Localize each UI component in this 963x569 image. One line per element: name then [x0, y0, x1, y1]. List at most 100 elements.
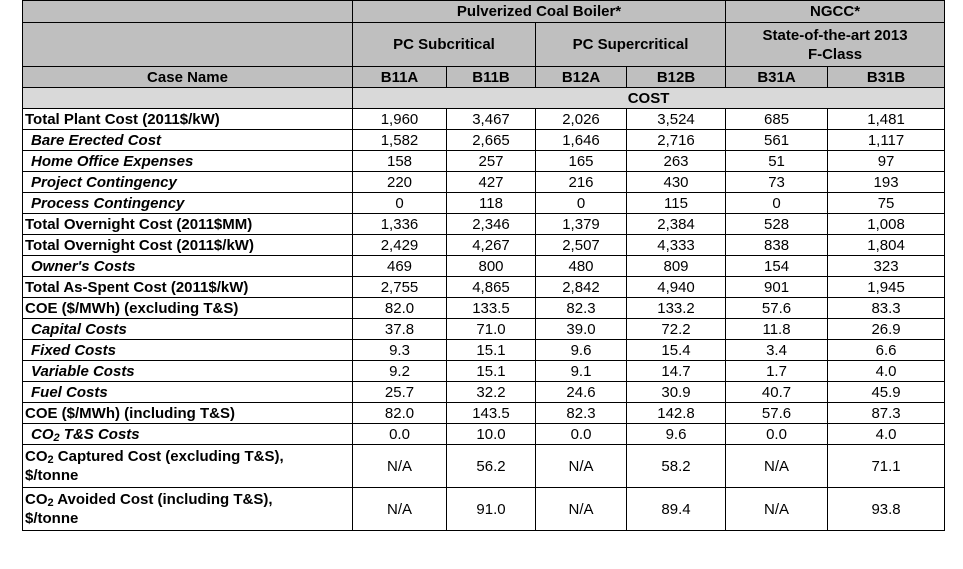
table-row: Capital Costs 37.8 71.0 39.0 72.2 11.8 26.9	[22, 318, 946, 340]
table-row: CO2 T&S Costs 0.0 10.0 0.0 9.6 0.0 4.0	[22, 423, 946, 445]
value-cell: 83.3	[827, 297, 946, 319]
row-label: COE ($/MWh) (excluding T&S)	[22, 297, 353, 319]
value-cell: 2,026	[535, 108, 627, 130]
value-cell: N/A	[725, 487, 829, 531]
row-label-line2: $/tonne	[25, 467, 79, 484]
value-cell: 37.8	[352, 318, 447, 340]
value-cell: 45.9	[827, 381, 946, 403]
value-cell: 165	[535, 150, 627, 172]
value-cell: N/A	[535, 487, 627, 531]
value-cell: 39.0	[535, 318, 627, 340]
value-cell: 1,960	[352, 108, 447, 130]
value-cell: 82.0	[352, 402, 447, 424]
value-cell: 216	[535, 171, 627, 193]
row-label: Fuel Costs	[22, 381, 353, 403]
row-label-suffix: T&S Costs	[59, 425, 140, 443]
row-label: Bare Erected Cost	[22, 129, 353, 151]
cost-comparison-table: Pulverized Coal Boiler* NGCC* PC Subcrit…	[22, 0, 946, 531]
value-cell: 1,582	[352, 129, 447, 151]
value-cell: 3,524	[625, 108, 727, 130]
subheader-ngcc-line2: F-Class	[807, 45, 863, 63]
row-label-subscript: 2	[47, 497, 54, 509]
value-cell: 528	[725, 213, 829, 235]
value-cell: 87.3	[827, 402, 946, 424]
row-label: Capital Costs	[22, 318, 353, 340]
value-cell: 2,507	[535, 234, 627, 256]
group-header-pulverized-coal: Pulverized Coal Boiler*	[351, 0, 727, 23]
value-cell: 51	[725, 150, 829, 172]
row-label-suffix: Avoided Cost (including T&S),	[53, 491, 273, 508]
value-cell: 4.0	[827, 423, 946, 445]
value-cell: 1,379	[535, 213, 627, 235]
value-cell: 685	[725, 108, 829, 130]
value-cell: 1,117	[827, 129, 946, 151]
value-cell: 469	[352, 255, 447, 277]
value-cell: N/A	[725, 444, 829, 488]
value-cell: 427	[446, 171, 536, 193]
case-header-b11a: B11A	[352, 66, 447, 88]
cost-table-container: Pulverized Coal Boiler* NGCC* PC Subcrit…	[22, 0, 946, 531]
row-label: COE ($/MWh) (including T&S)	[22, 402, 353, 424]
value-cell: 4,267	[446, 234, 536, 256]
value-cell: 2,665	[446, 129, 536, 151]
value-cell: 97	[827, 150, 946, 172]
value-cell: 143.5	[446, 402, 536, 424]
row-label: Owner's Costs	[22, 255, 353, 277]
value-cell: 2,346	[446, 213, 536, 235]
value-cell: 6.6	[827, 339, 946, 361]
value-cell: 91.0	[446, 487, 536, 531]
value-cell: 82.0	[352, 297, 447, 319]
value-cell: 118	[446, 192, 536, 214]
case-header-b12a: B12A	[535, 66, 627, 88]
table-row: Project Contingency 220 427 216 430 73 193	[22, 171, 946, 193]
value-cell: 30.9	[625, 381, 727, 403]
value-cell: 2,716	[625, 129, 727, 151]
value-cell: 15.1	[446, 360, 536, 382]
value-cell: 2,429	[352, 234, 447, 256]
value-cell: N/A	[352, 487, 447, 531]
value-cell: 133.2	[625, 297, 727, 319]
value-cell: 800	[446, 255, 536, 277]
row-label-line2: $/tonne	[25, 510, 79, 527]
value-cell: 11.8	[725, 318, 829, 340]
table-row: Home Office Expenses 158 257 165 263 51 97	[22, 150, 946, 172]
row-label: Variable Costs	[22, 360, 353, 382]
value-cell: 1,336	[352, 213, 447, 235]
value-cell: 93.8	[827, 487, 946, 531]
value-cell: 4.0	[827, 360, 946, 382]
case-header-b31b: B31B	[827, 66, 946, 88]
value-cell: 1,945	[827, 276, 946, 298]
value-cell: 2,842	[535, 276, 627, 298]
table-row: Total Plant Cost (2011$/kW) 1,960 3,467 2,0…	[22, 108, 946, 130]
value-cell: 57.6	[725, 297, 829, 319]
subheader-ngcc-fclass: State-of-the-art 2013 F-Class	[725, 22, 946, 67]
value-cell: 0	[535, 192, 627, 214]
value-cell: 57.6	[725, 402, 829, 424]
value-cell: 561	[725, 129, 829, 151]
value-cell: 25.7	[352, 381, 447, 403]
value-cell: 838	[725, 234, 829, 256]
row-label: Home Office Expenses	[22, 150, 353, 172]
table-row: Total Overnight Cost (2011$/kW) 2,429 4,26…	[22, 234, 946, 256]
table-row: Fixed Costs 9.3 15.1 9.6 15.4 3.4 6.6	[22, 339, 946, 361]
value-cell: 2,755	[352, 276, 447, 298]
value-cell: 40.7	[725, 381, 829, 403]
value-cell: 901	[725, 276, 829, 298]
value-cell: 115	[625, 192, 727, 214]
value-cell: 263	[625, 150, 727, 172]
row-label: Process Contingency	[22, 192, 353, 214]
value-cell: 1.7	[725, 360, 829, 382]
row-label-subscript: 2	[53, 431, 60, 444]
value-cell: 82.3	[535, 402, 627, 424]
case-name-header: Case Name	[22, 66, 353, 88]
value-cell: N/A	[535, 444, 627, 488]
value-cell: 75	[827, 192, 946, 214]
table-row: COE ($/MWh) (excluding T&S) 82.0 133.5 82.3…	[22, 297, 946, 319]
value-cell: 809	[625, 255, 727, 277]
value-cell: 4,940	[625, 276, 727, 298]
value-cell: 89.4	[625, 487, 727, 531]
value-cell: 9.3	[352, 339, 447, 361]
value-cell: 0	[352, 192, 447, 214]
table-row: Fuel Costs 25.7 32.2 24.6 30.9 40.7 45.9	[22, 381, 946, 403]
value-cell: 4,865	[446, 276, 536, 298]
